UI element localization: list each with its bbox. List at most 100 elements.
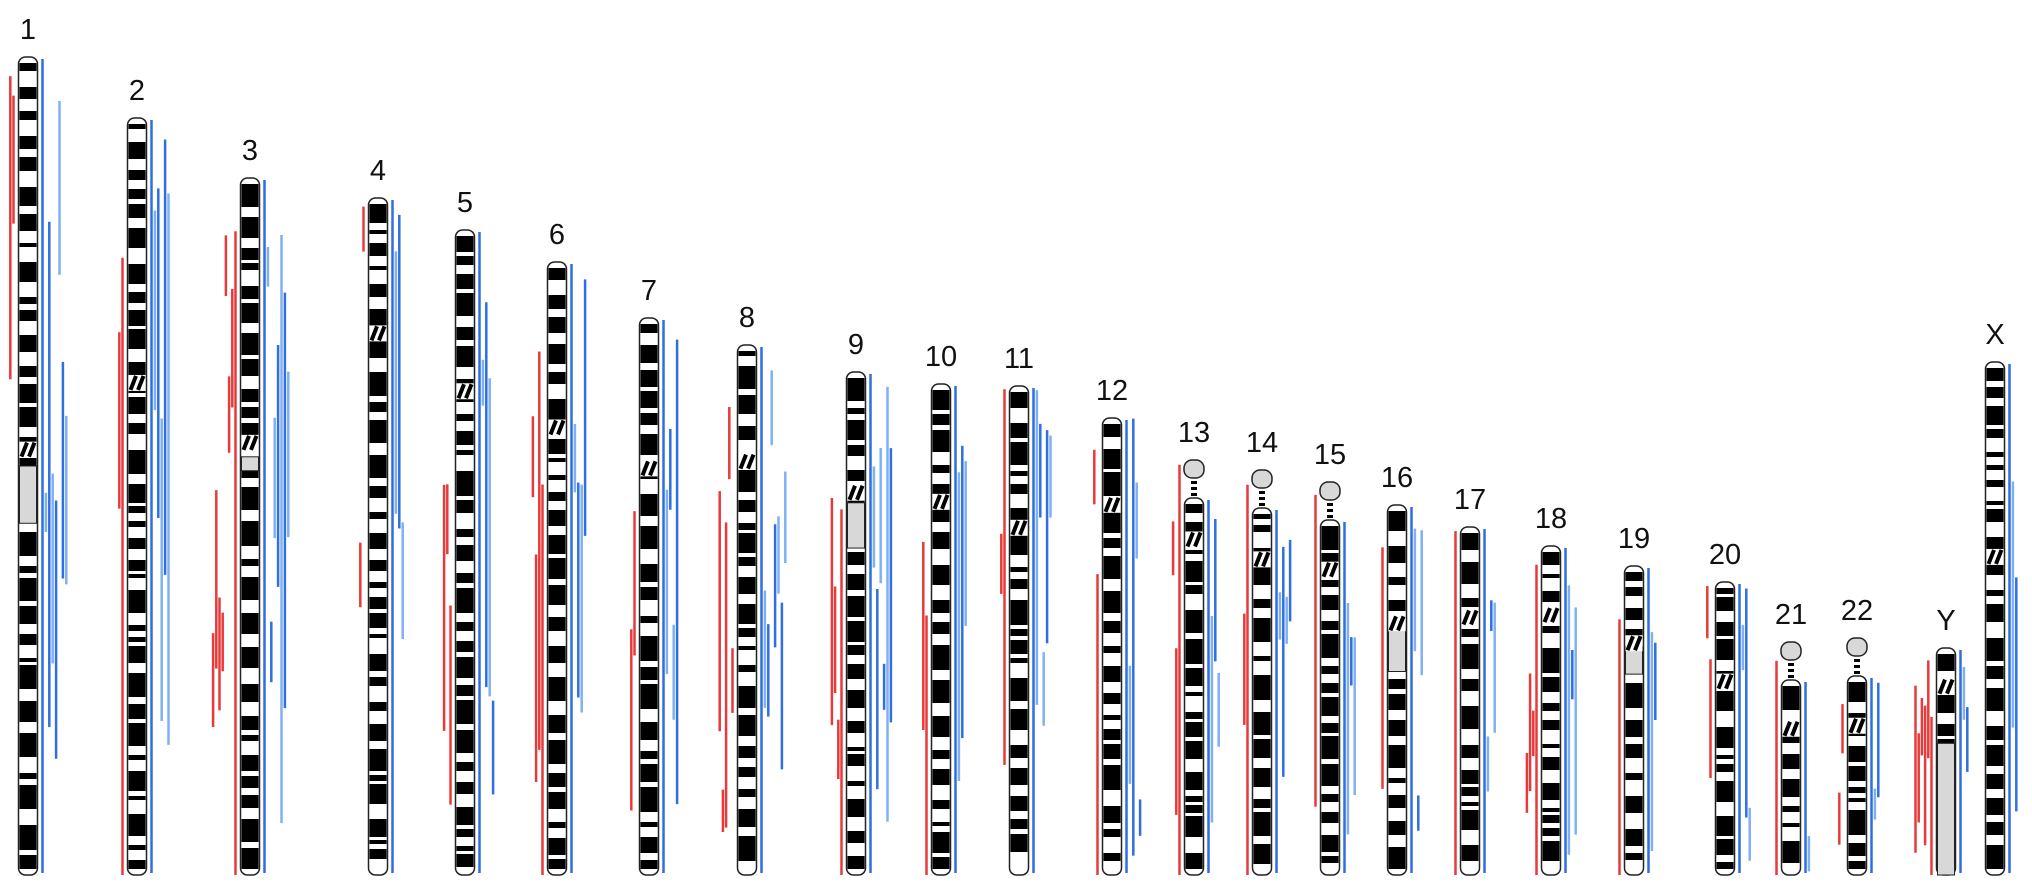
band (548, 399, 566, 420)
band (19, 111, 37, 120)
centromere-mark (456, 383, 474, 399)
band (1010, 709, 1028, 730)
band (241, 613, 259, 634)
band (1253, 768, 1271, 787)
band (369, 840, 387, 844)
satellite (1183, 459, 1205, 479)
chromosome-10: 10 (922, 341, 967, 876)
band (1185, 853, 1203, 869)
band (1848, 798, 1866, 802)
band (128, 625, 146, 631)
band (1625, 829, 1643, 846)
chromosome-13: 13 (1171, 417, 1220, 876)
band (1185, 561, 1203, 582)
band (128, 771, 146, 791)
heterochromatin (1937, 742, 1955, 876)
band (1986, 798, 2004, 815)
stalk-band (1327, 515, 1333, 518)
band (847, 690, 865, 708)
band (456, 274, 474, 289)
band (1388, 821, 1406, 835)
band (1986, 368, 2004, 381)
band (1542, 648, 1560, 673)
band (847, 645, 865, 655)
band (456, 379, 474, 384)
band (1625, 608, 1643, 620)
band (128, 723, 146, 746)
stalk-band (1854, 659, 1860, 662)
band (1986, 590, 2004, 596)
band (1542, 783, 1560, 800)
centromere-mark (1716, 673, 1734, 690)
band (1461, 629, 1479, 637)
band (1461, 745, 1479, 758)
band (369, 724, 387, 741)
band (640, 636, 658, 661)
band (456, 700, 474, 724)
chromosome-4: 4 (359, 155, 404, 876)
heterochromatin (241, 456, 259, 472)
chromosome-20: 20 (1706, 539, 1751, 876)
chromosome-label: X (1985, 319, 2004, 351)
band (456, 588, 474, 613)
band (932, 822, 950, 826)
band (1010, 567, 1028, 572)
band (1388, 778, 1406, 783)
band (548, 859, 566, 869)
band (128, 170, 146, 180)
band (1542, 677, 1560, 692)
stalk-band (1788, 669, 1794, 672)
band (1185, 639, 1203, 664)
band (847, 408, 865, 414)
band (1461, 562, 1479, 584)
band (738, 351, 756, 356)
band (548, 510, 566, 526)
band (456, 545, 474, 561)
band (1185, 692, 1203, 696)
band (548, 585, 566, 605)
stalk-band (1854, 665, 1860, 668)
band (847, 799, 865, 817)
band (847, 747, 865, 751)
centromere-mark (1937, 678, 1955, 695)
band (1461, 533, 1479, 550)
band (1010, 796, 1028, 811)
band (19, 855, 37, 869)
band (456, 641, 474, 652)
stalk-band (1259, 497, 1265, 500)
chromosome-x: X (1984, 319, 2018, 876)
chromosome-label: 13 (1178, 417, 1210, 449)
band (738, 557, 756, 566)
band (456, 346, 474, 367)
band (1937, 724, 1955, 736)
band (1716, 639, 1734, 660)
centromere-mark (1542, 607, 1560, 623)
band (1461, 598, 1479, 607)
band (1461, 706, 1479, 729)
band (932, 430, 950, 452)
band (1185, 741, 1203, 759)
band (369, 582, 387, 588)
band (19, 187, 37, 206)
band (241, 819, 259, 842)
band (738, 500, 756, 512)
band (456, 685, 474, 696)
band (128, 189, 146, 199)
band (1388, 847, 1406, 869)
band (1253, 514, 1271, 519)
band (548, 458, 566, 462)
band (1185, 722, 1203, 737)
band (1185, 585, 1203, 594)
band (847, 378, 865, 401)
band (241, 577, 259, 600)
band (1253, 739, 1271, 758)
heterochromatin (847, 502, 865, 549)
band (1782, 754, 1800, 769)
band (369, 204, 387, 223)
band (19, 785, 37, 809)
band (738, 789, 756, 797)
band (1253, 525, 1271, 532)
band (847, 596, 865, 617)
band (128, 450, 146, 474)
band (1848, 843, 1866, 856)
